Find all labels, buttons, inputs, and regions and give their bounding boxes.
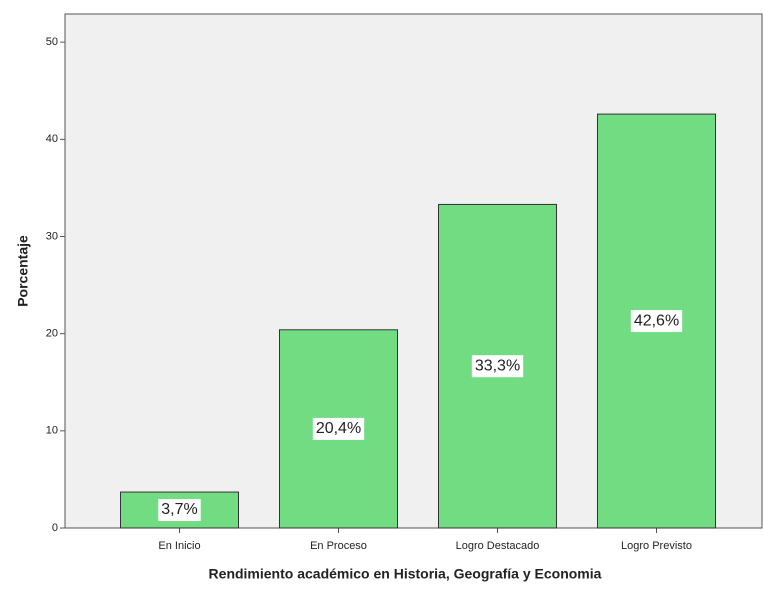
value-label-box [158, 499, 201, 522]
y-tick-label: 20 [46, 328, 58, 340]
x-tick-label: En Proceso [310, 540, 367, 552]
value-label: 42,6% [634, 312, 679, 329]
y-axis-title: Porcentaje [15, 235, 31, 307]
y-tick-label: 10 [46, 425, 58, 437]
x-tick-label: Logro Previsto [621, 540, 692, 552]
y-tick-label: 50 [46, 36, 58, 48]
x-axis-title: Rendimiento académico en Historia, Geogr… [209, 566, 602, 582]
value-label-box [471, 355, 524, 378]
value-label: 20,4% [316, 420, 361, 437]
value-label: 3,7% [161, 501, 197, 518]
y-tick-label: 40 [46, 133, 58, 145]
value-label-box [312, 417, 365, 440]
y-tick-label: 30 [46, 230, 58, 242]
x-tick-label: En Inicio [158, 540, 200, 552]
value-label: 33,3% [475, 357, 520, 374]
x-tick-label: Logro Destacado [456, 540, 540, 552]
value-label-box [630, 310, 683, 333]
y-tick-label: 0 [52, 522, 58, 534]
